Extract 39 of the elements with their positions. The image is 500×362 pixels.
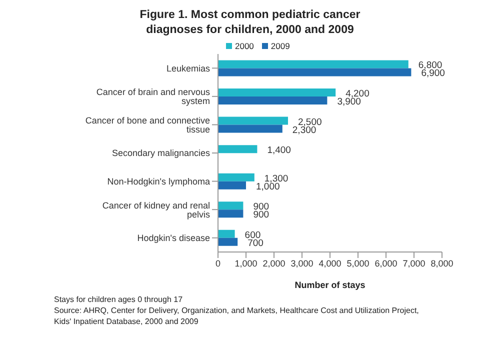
y-tick-label: Cancer of bone and connective tissue bbox=[85, 115, 210, 134]
data-label: 1,400 bbox=[267, 145, 291, 156]
data-label: 6,900 bbox=[421, 68, 445, 80]
y-tick-label: Cancer of kidney and renal pelvis bbox=[102, 200, 210, 220]
x-tick-label: 3,000 bbox=[290, 258, 314, 268]
x-tick-label: 4,000 bbox=[318, 258, 342, 268]
y-tick-label: Secondary malignancies bbox=[112, 148, 210, 158]
bar bbox=[218, 116, 288, 125]
bar bbox=[218, 145, 258, 154]
x-tick-label: 8,000 bbox=[430, 258, 454, 268]
x-axis-title: Number of stays bbox=[294, 280, 366, 290]
bar bbox=[218, 210, 244, 218]
source-note: Source: AHRQ, Center for Delivery, Organization, and Markets, Healthcare Cost and Utilization Project, Kids' Inpatient Database, 2000 and 2009 bbox=[54, 305, 420, 327]
legend-label: 2009 bbox=[270, 41, 290, 52]
bar bbox=[218, 173, 254, 182]
chart-title: Figure 1. Most common pediatric cancer diagnoses for children, 2000 and 2009 bbox=[138, 8, 362, 38]
x-tick-label: 7,000 bbox=[402, 258, 426, 268]
legend-label: 2000 bbox=[234, 41, 254, 52]
x-tick-label: 0 bbox=[215, 258, 221, 268]
bar bbox=[218, 181, 246, 190]
bar bbox=[218, 60, 408, 68]
data-label: 900 bbox=[253, 210, 270, 221]
bar bbox=[218, 238, 238, 246]
bar bbox=[218, 124, 282, 133]
bar bbox=[218, 68, 412, 76]
bar bbox=[218, 88, 336, 97]
y-tick-label: Non-Hodgkin's lymphoma bbox=[107, 176, 210, 186]
x-tick-label: 1,000 bbox=[234, 258, 258, 268]
data-label: 3,900 bbox=[337, 96, 361, 108]
x-tick-label: 5,000 bbox=[346, 258, 370, 268]
x-tick-label: 6,000 bbox=[374, 258, 398, 268]
y-tick-label: Cancer of brain and nervous system bbox=[96, 87, 210, 106]
bar bbox=[218, 202, 244, 210]
x-tick-label: 2,000 bbox=[262, 258, 286, 268]
y-tick-label: Hodgkin's disease bbox=[137, 233, 210, 244]
bar bbox=[218, 96, 328, 105]
y-tick-label: Leukemias bbox=[166, 63, 210, 74]
text: Stays for children ages 0 through 17 bbox=[54, 294, 184, 305]
bar bbox=[218, 230, 235, 238]
